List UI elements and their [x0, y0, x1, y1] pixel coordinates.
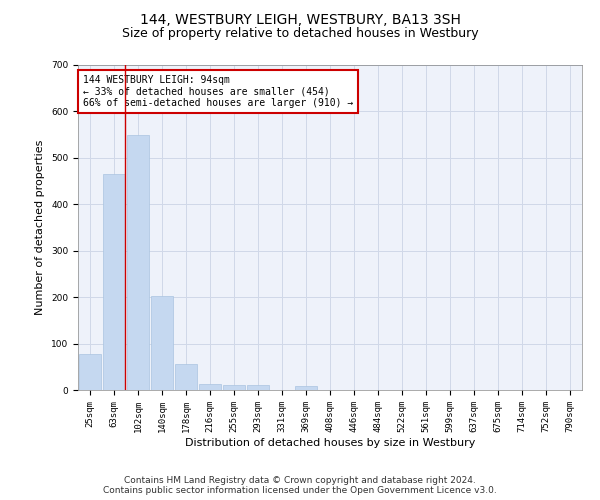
Bar [247, 386, 269, 390]
Bar [223, 386, 245, 390]
Y-axis label: Number of detached properties: Number of detached properties [35, 140, 46, 315]
Bar [151, 296, 173, 390]
Bar [175, 364, 197, 390]
Text: Size of property relative to detached houses in Westbury: Size of property relative to detached ho… [122, 28, 478, 40]
Text: Contains HM Land Registry data © Crown copyright and database right 2024.
Contai: Contains HM Land Registry data © Crown c… [103, 476, 497, 495]
Bar [79, 354, 101, 390]
Bar [295, 386, 317, 390]
Text: 144, WESTBURY LEIGH, WESTBURY, BA13 3SH: 144, WESTBURY LEIGH, WESTBURY, BA13 3SH [140, 12, 460, 26]
X-axis label: Distribution of detached houses by size in Westbury: Distribution of detached houses by size … [185, 438, 475, 448]
Text: 144 WESTBURY LEIGH: 94sqm
← 33% of detached houses are smaller (454)
66% of semi: 144 WESTBURY LEIGH: 94sqm ← 33% of detac… [83, 74, 353, 108]
Bar [103, 174, 125, 390]
Bar [127, 134, 149, 390]
Bar [199, 384, 221, 390]
